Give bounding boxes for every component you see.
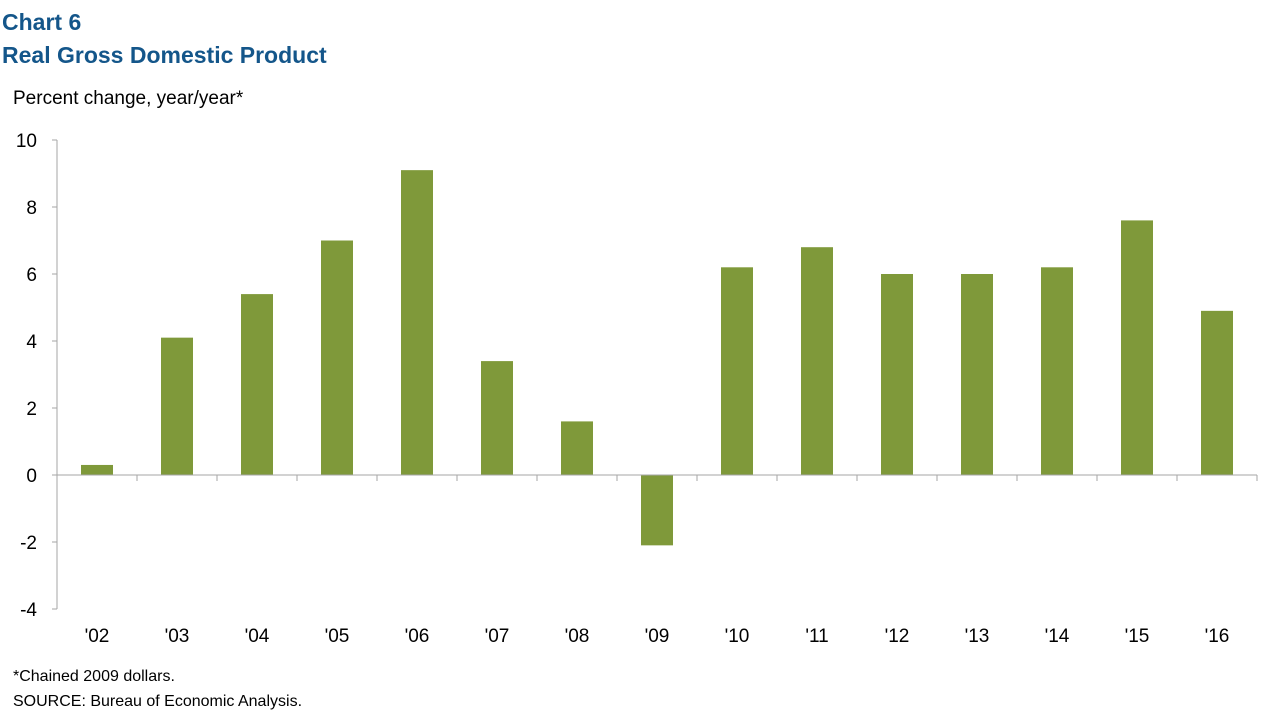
x-tick-label: '09: [645, 626, 670, 647]
y-tick-label: -2: [20, 533, 37, 554]
x-tick-label: '04: [245, 626, 270, 647]
x-tick-label: '06: [405, 626, 430, 647]
footnote: *Chained 2009 dollars.: [13, 668, 175, 685]
x-tick-label: '03: [165, 626, 190, 647]
axes: [56, 140, 1257, 609]
bar: [161, 337, 193, 475]
chart-title: Real Gross Domestic Product: [2, 42, 327, 68]
x-tick-label: '10: [725, 626, 750, 647]
x-tick-label: '12: [885, 626, 910, 647]
bar: [561, 421, 593, 475]
x-tick-label: '15: [1125, 626, 1150, 647]
bar: [241, 294, 273, 475]
x-tick-label: '16: [1205, 626, 1230, 647]
y-tick-label: 8: [26, 198, 37, 219]
chart-label: Chart 6: [2, 9, 82, 35]
bar-series: [81, 170, 1233, 546]
x-tick-label: '02: [85, 626, 110, 647]
bar: [881, 274, 913, 475]
bar: [81, 464, 113, 475]
bar: [321, 240, 353, 475]
x-tick-label: '07: [485, 626, 510, 647]
y-tick-label: -4: [20, 600, 37, 621]
bar: [721, 267, 753, 475]
y-tick-label: 4: [26, 332, 37, 353]
y-tick-label: 10: [16, 131, 37, 152]
y-axis-label: Percent change, year/year*: [13, 88, 244, 109]
x-tick-label: '11: [805, 626, 828, 647]
bar: [1121, 220, 1153, 475]
x-tick-label: '14: [1045, 626, 1070, 647]
source-note: SOURCE: Bureau of Economic Analysis.: [13, 693, 303, 710]
bar: [641, 475, 673, 546]
bar: [401, 170, 433, 475]
bar: [1201, 310, 1233, 475]
x-tick-label: '08: [565, 626, 590, 647]
y-tick-label: 6: [26, 265, 37, 286]
bar: [801, 247, 833, 475]
y-tick-label: 2: [26, 399, 37, 420]
y-axis: 10 8 6 4 2 0 -2 -4: [16, 131, 57, 621]
bar: [961, 274, 993, 475]
x-axis: '02 '03 '04 '05 '06 '07 '08 '09 '10 '11 '12 '13 '14 '…: [56, 475, 1258, 647]
x-tick-label: '05: [325, 626, 350, 647]
bar: [1041, 267, 1073, 475]
y-tick-label: 0: [26, 466, 37, 487]
bar: [481, 361, 513, 475]
x-tick-label: '13: [965, 626, 990, 647]
